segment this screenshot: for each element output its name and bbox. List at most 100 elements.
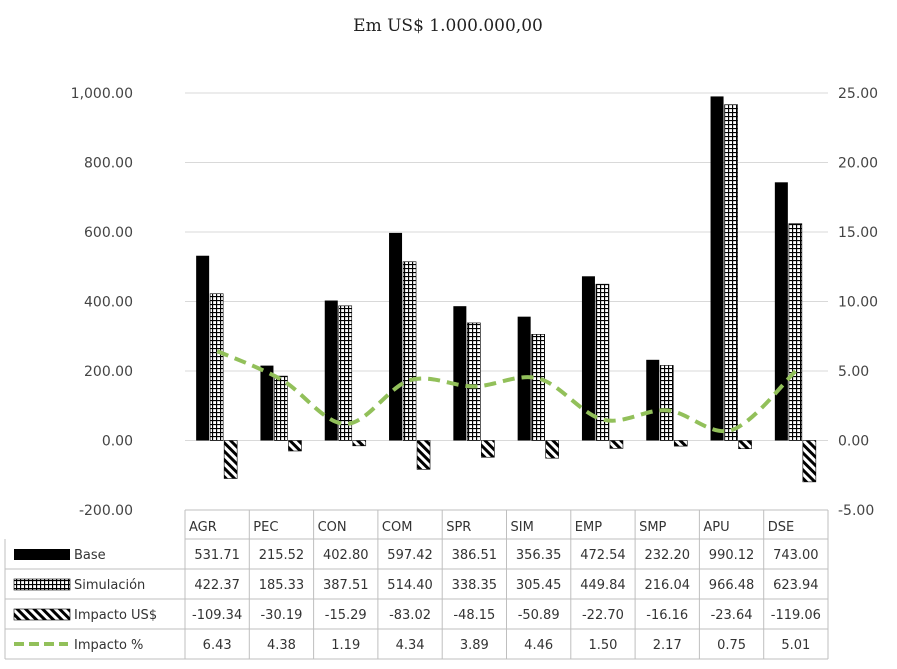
category-label: COM [382, 520, 413, 535]
bar-impacto-us--com [416, 440, 431, 470]
data-label: 422.37 [194, 578, 240, 593]
bar-simulaci-n-com [402, 261, 417, 441]
data-label: -22.70 [582, 608, 624, 623]
left-tick-label: -200.00 [79, 503, 133, 519]
bar-simulaci-n-sim [531, 334, 545, 441]
bar-impacto-us--apu [738, 440, 752, 450]
bar-impacto-us--agr [223, 440, 238, 479]
bar-impacto-us--spr [481, 440, 495, 458]
bar-base-dse [774, 182, 788, 441]
bar-base-agr [196, 255, 210, 441]
right-tick-label: 25.00 [838, 86, 878, 102]
right-tick-label: -5.00 [838, 503, 874, 519]
bar-base-emp [581, 276, 595, 441]
bar-base-con [324, 300, 338, 441]
bars [196, 96, 817, 483]
bar-base-com [389, 232, 403, 441]
left-tick-label: 1,000.00 [71, 86, 133, 102]
category-label: APU [703, 520, 729, 535]
bar-impacto-us--emp [609, 440, 624, 449]
category-label: SMP [639, 520, 666, 535]
right-tick-label: 10.00 [838, 295, 878, 311]
data-label: 5.01 [781, 638, 810, 653]
data-label: 305.45 [516, 578, 562, 593]
data-label: 0.75 [717, 638, 746, 653]
bar-base-smp [646, 359, 660, 441]
left-tick-label: 600.00 [84, 225, 133, 241]
left-tick-label: 800.00 [84, 156, 133, 172]
data-label: 387.51 [323, 578, 369, 593]
bar-simulaci-n-spr [467, 322, 481, 441]
data-label: 4.38 [267, 638, 296, 653]
data-label: -15.29 [325, 608, 367, 623]
data-label: 386.51 [452, 548, 498, 563]
bar-impacto-us--smp [673, 440, 688, 447]
category-label: SIM [511, 520, 534, 535]
bar-impacto-us--sim [545, 440, 559, 459]
right-tick-label: 0.00 [838, 434, 869, 450]
series-line-impacto-percent [216, 349, 798, 434]
bar-base-spr [453, 306, 467, 441]
bar-simulaci-n-dse [788, 223, 803, 441]
data-label: -48.15 [453, 608, 495, 623]
chart-title: Em US$ 1.000.000,00 [353, 16, 543, 36]
axis-ticks: -200.00 0.00 200.00 400.00 600.00 800.00 1,000… [71, 86, 878, 519]
bar-base-apu [710, 96, 724, 441]
category-label: AGR [189, 520, 217, 535]
data-label: 597.42 [387, 548, 433, 563]
data-label: 185.33 [259, 578, 305, 593]
category-label: PEC [253, 520, 278, 535]
legend-label: Impacto % [74, 638, 143, 653]
bar-simulaci-n-con [338, 305, 353, 441]
data-label: 531.71 [194, 548, 240, 563]
data-label: 3.89 [460, 638, 489, 653]
bar-impacto-us--dse [802, 440, 817, 483]
legend-key-simulaci-n [13, 578, 71, 591]
data-label: 215.52 [259, 548, 305, 563]
data-label: 4.46 [524, 638, 553, 653]
data-label: 1.19 [331, 638, 360, 653]
data-label: 623.94 [773, 578, 819, 593]
left-tick-label: 400.00 [84, 295, 133, 311]
bar-simulaci-n-pec [274, 375, 288, 441]
bar-base-pec [260, 365, 274, 441]
legend-label: Base [74, 548, 106, 563]
data-label: 2.17 [653, 638, 682, 653]
data-label: -30.19 [260, 608, 302, 623]
category-label: DSE [768, 520, 794, 535]
bar-simulaci-n-apu [724, 104, 738, 441]
right-tick-label: 5.00 [838, 364, 869, 380]
data-label: -50.89 [518, 608, 560, 623]
category-label: EMP [575, 520, 602, 535]
data-label: 1.50 [588, 638, 617, 653]
data-label: 6.43 [203, 638, 232, 653]
right-tick-label: 15.00 [838, 225, 878, 241]
data-label: 472.54 [580, 548, 626, 563]
data-label: 338.35 [452, 578, 498, 593]
data-label: 743.00 [773, 548, 819, 563]
legend-key-base [14, 549, 70, 560]
data-label: 966.48 [709, 578, 755, 593]
bar-simulaci-n-emp [595, 283, 610, 441]
data-label: -16.16 [646, 608, 688, 623]
bar-simulaci-n-smp [659, 365, 674, 441]
bar-simulaci-n-agr [209, 293, 224, 441]
data-label: 514.40 [387, 578, 433, 593]
data-label: 356.35 [516, 548, 562, 563]
data-label: -83.02 [389, 608, 431, 623]
data-label: 990.12 [709, 548, 755, 563]
legend-key-impacto-us- [13, 608, 71, 621]
data-label: -23.64 [711, 608, 753, 623]
right-tick-label: 20.00 [838, 156, 878, 172]
bar-impacto-us--pec [288, 440, 302, 452]
bar-impacto-us--con [352, 440, 367, 447]
data-label: 216.04 [645, 578, 691, 593]
left-tick-label: 200.00 [84, 364, 133, 380]
category-label: CON [318, 520, 347, 535]
data-label: -119.06 [771, 608, 821, 623]
data-table: AGR PEC CON COM SPR SIM EMP SMP APU DSE Base 531.71… [4, 509, 829, 660]
data-label: 449.84 [580, 578, 626, 593]
legend-label: Impacto US$ [74, 608, 157, 623]
data-label: 4.34 [396, 638, 425, 653]
